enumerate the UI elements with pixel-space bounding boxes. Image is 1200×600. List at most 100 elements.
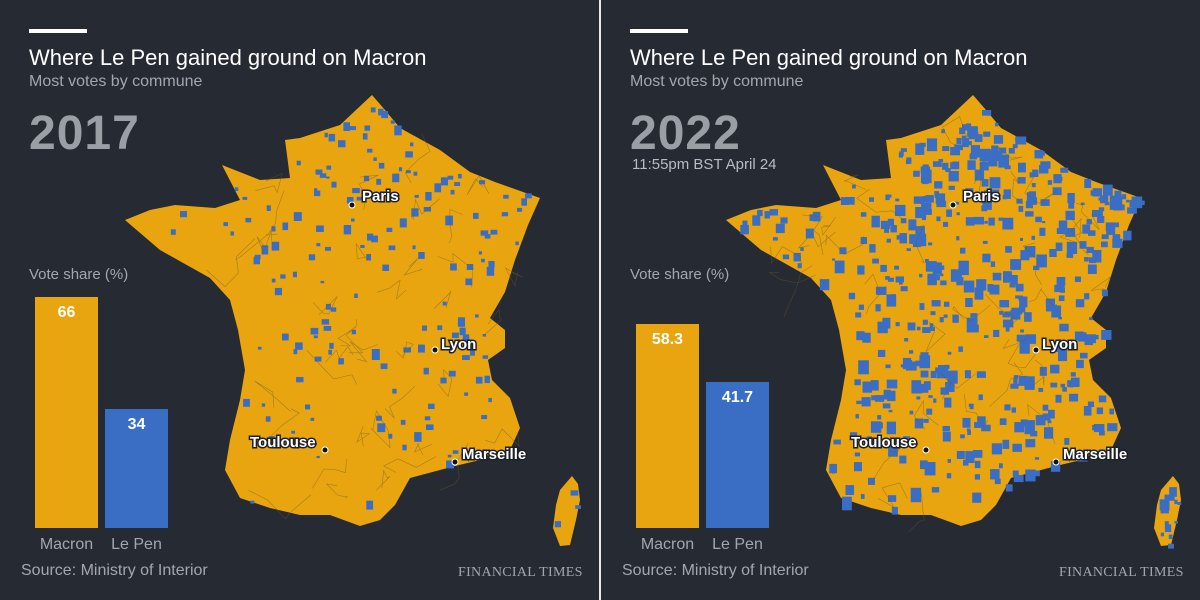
- city-dot-paris: [949, 201, 957, 209]
- lepen-commune-cell: [988, 155, 998, 167]
- lepen-commune-cell: [410, 142, 414, 147]
- lepen-commune-cell: [1065, 228, 1076, 237]
- lepen-commune-cell: [919, 273, 923, 278]
- lepen-commune-cell: [1089, 317, 1093, 321]
- lepen-commune-cell: [1025, 200, 1033, 209]
- bar-value-label: 41.7: [722, 389, 753, 406]
- lepen-commune-cell: [964, 370, 971, 379]
- lepen-commune-cell: [1018, 205, 1024, 212]
- lepen-commune-cell: [1098, 207, 1105, 212]
- lepen-commune-cell: [887, 194, 892, 198]
- lepen-commune-cell: [1174, 521, 1178, 524]
- lepen-commune-cell: [962, 124, 972, 131]
- lepen-commune-cell: [895, 276, 904, 283]
- lepen-commune-cell: [1121, 194, 1127, 200]
- lepen-commune-cell: [1010, 383, 1019, 389]
- lepen-commune-cell: [882, 403, 891, 409]
- lepen-commune-cell: [366, 500, 374, 510]
- lepen-commune-cell: [740, 225, 749, 235]
- lepen-commune-cell: [320, 280, 325, 284]
- department-border: [485, 428, 520, 447]
- lepen-commune-cell: [963, 280, 975, 293]
- lepen-commune-cell: [909, 350, 914, 354]
- lepen-commune-cell: [932, 262, 942, 275]
- lepen-commune-cell: [1048, 420, 1052, 424]
- lepen-commune-cell: [1080, 352, 1088, 359]
- lepen-commune-cell: [261, 403, 266, 407]
- lepen-commune-cell: [310, 417, 315, 421]
- lepen-commune-cell: [392, 173, 400, 183]
- lepen-commune-cell: [1094, 424, 1105, 433]
- lepen-commune-cell: [525, 193, 532, 199]
- lepen-commune-cell: [970, 313, 978, 318]
- lepen-commune-cell: [916, 326, 921, 331]
- lepen-commune-cell: [899, 280, 903, 285]
- lepen-commune-cell: [1053, 174, 1062, 184]
- lepen-commune-cell: [293, 212, 302, 221]
- lepen-commune-cell: [904, 338, 909, 342]
- lepen-commune-cell: [886, 238, 891, 243]
- lepen-commune-cell: [940, 273, 944, 277]
- lepen-commune-cell: [926, 408, 933, 415]
- lepen-commune-cell: [1079, 241, 1087, 249]
- lepen-commune-cell: [1004, 311, 1012, 316]
- lepen-commune-cell: [854, 462, 862, 472]
- lepen-commune-cell: [868, 477, 875, 485]
- lepen-commune-cell: [1002, 217, 1014, 230]
- lepen-commune-cell: [965, 188, 974, 196]
- department-border: [964, 393, 988, 430]
- lepen-commune-cell: [978, 394, 983, 401]
- lepen-commune-cell: [928, 395, 933, 398]
- lepen-commune-cell: [936, 369, 948, 379]
- lepen-commune-cell: [1160, 507, 1169, 514]
- lepen-commune-cell: [905, 159, 910, 165]
- lepen-commune-cell: [388, 245, 396, 251]
- department-border: [783, 265, 813, 318]
- lepen-commune-cell: [1131, 196, 1143, 209]
- lepen-commune-cell: [923, 381, 931, 391]
- city-label-toulouse: Toulouse: [250, 434, 316, 451]
- lepen-commune-cell: [418, 344, 425, 353]
- lepen-commune-cell: [861, 397, 871, 407]
- lepen-commune-cell: [992, 272, 1002, 281]
- lepen-commune-cell: [1003, 319, 1014, 328]
- lepen-commune-cell: [440, 177, 448, 186]
- lepen-commune-cell: [862, 332, 871, 343]
- lepen-commune-cell: [1104, 201, 1110, 206]
- lepen-commune-cell: [223, 222, 228, 227]
- department-border: [255, 172, 283, 194]
- lepen-commune-cell: [800, 247, 804, 251]
- department-border: [413, 442, 433, 456]
- department-border: [1022, 242, 1042, 285]
- lepen-commune-cell: [919, 355, 931, 369]
- lepen-commune-cell: [1101, 289, 1108, 297]
- lepen-commune-cell: [399, 218, 407, 228]
- lepen-commune-cell: [775, 223, 785, 234]
- department-border: [856, 188, 907, 223]
- lepen-commune-cell: [930, 311, 936, 316]
- lepen-commune-cell: [1035, 216, 1042, 223]
- lepen-commune-cell: [1010, 275, 1018, 285]
- lepen-commune-cell: [956, 212, 960, 216]
- lepen-commune-cell: [1031, 183, 1036, 188]
- lepen-commune-cell: [989, 177, 1001, 189]
- lepen-commune-cell: [944, 397, 952, 408]
- lepen-commune-cell: [917, 389, 923, 394]
- panel-2017: Paris Lyon Toulouse Marseille Where Le Pen …: [0, 0, 599, 600]
- lepen-commune-cell: [1034, 457, 1040, 460]
- lepen-commune-cell: [988, 217, 995, 226]
- lepen-commune-cell: [1003, 189, 1011, 199]
- department-border: [248, 490, 311, 520]
- lepen-commune-cell: [908, 219, 917, 231]
- lepen-commune-cell: [925, 261, 937, 272]
- lepen-commune-cell: [473, 212, 479, 219]
- lepen-commune-cell: [965, 298, 973, 307]
- lepen-commune-cell: [848, 292, 856, 300]
- lepen-commune-cell: [388, 433, 393, 439]
- lepen-commune-cell: [479, 180, 486, 185]
- lepen-commune-cell: [1092, 250, 1102, 263]
- lepen-commune-cell: [903, 436, 910, 445]
- lepen-commune-cell: [1109, 195, 1121, 210]
- lepen-commune-cell: [888, 409, 893, 413]
- lepen-commune-cell: [1014, 422, 1025, 433]
